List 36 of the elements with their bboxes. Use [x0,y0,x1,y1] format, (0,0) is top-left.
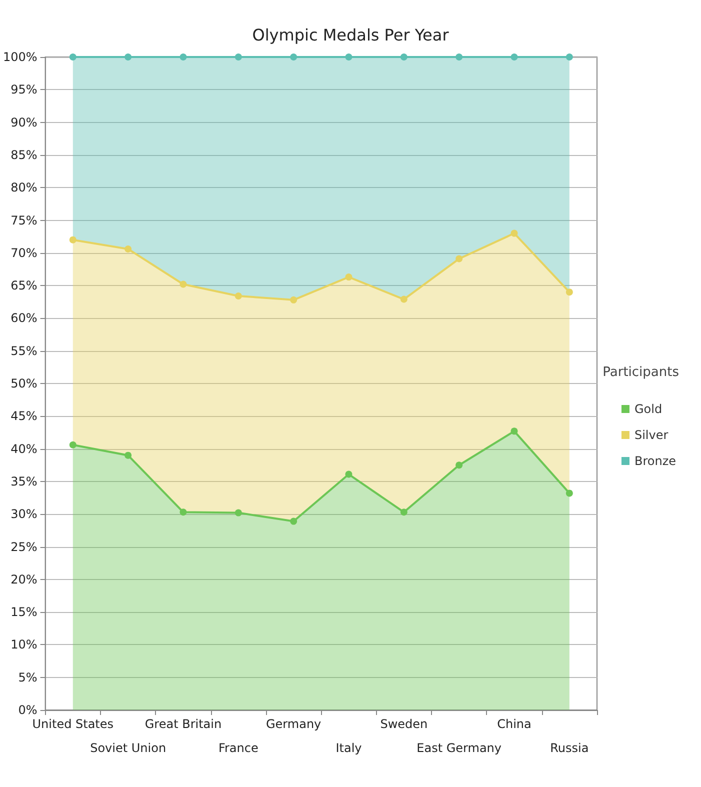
x-tick-label: Italy [336,741,362,755]
y-tick-label: 35% [10,474,38,488]
chart-title: Olympic Medals Per Year [252,26,450,44]
x-tick-label: Russia [550,741,589,755]
y-tick-label: 85% [10,148,38,162]
y-tick-label: 0% [18,703,38,717]
x-tick-label: East Germany [416,741,502,755]
y-tick-label: 20% [10,572,38,586]
y-tick-label: 40% [10,442,38,456]
x-tick-label: Soviet Union [90,741,166,755]
y-tick-label: 55% [10,344,38,358]
y-tick-label: 50% [10,376,38,390]
y-tick-label: 75% [10,213,38,228]
y-tick-label: 90% [10,115,38,130]
legend-label: Bronze [634,454,676,468]
y-tick-label: 60% [10,311,38,326]
x-tick-label: United States [32,717,114,731]
legend-label: Silver [634,428,668,442]
x-tick-label: France [218,741,258,755]
x-tick-label: Great Britain [144,717,222,731]
x-tick-label: Germany [266,717,322,731]
y-tick-label: 100% [2,50,38,64]
y-tick-label: 45% [10,409,38,424]
y-tick-label: 25% [10,540,38,554]
legend-title: Participants [602,365,680,380]
y-tick-label: 80% [10,180,38,195]
y-tick-label: 95% [10,82,38,97]
x-tick-label: Sweden [380,717,428,731]
y-tick-label: 5% [18,670,38,684]
y-tick-label: 70% [10,246,38,260]
y-tick-label: 30% [10,507,38,522]
x-tick-label: China [497,717,532,731]
y-tick-label: 10% [10,638,38,652]
y-tick-label: 65% [10,278,38,293]
y-tick-label: 15% [10,605,38,620]
legend-label: Gold [634,402,662,416]
